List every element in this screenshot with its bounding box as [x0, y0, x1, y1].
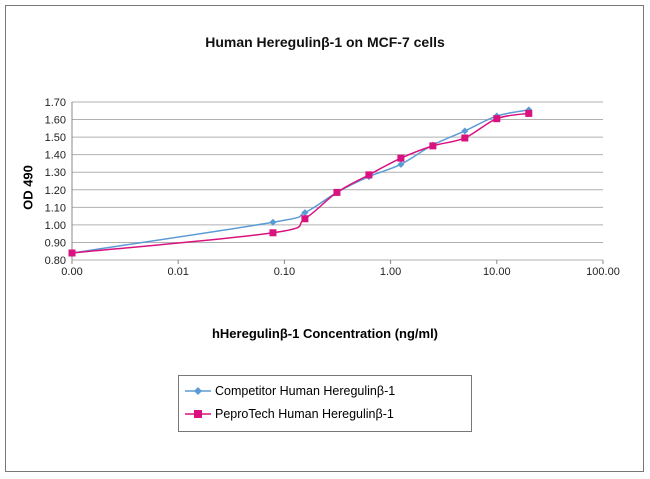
data-point-square — [333, 188, 341, 196]
x-tick-label: 0.01 — [167, 266, 188, 278]
legend-item-competitor: Competitor Human Heregulinβ-1 — [185, 384, 395, 398]
data-point-square — [301, 215, 309, 223]
chart-border — [5, 5, 644, 472]
x-tick-label: 0.10 — [274, 266, 295, 278]
data-point-diamond — [397, 160, 405, 168]
legend-label: Competitor Human Heregulinβ-1 — [215, 384, 396, 398]
legend-label: PeproTech Human Heregulinβ-1 — [215, 407, 394, 421]
data-point-diamond — [301, 209, 309, 217]
series-line-0 — [71, 109, 529, 254]
x-tick-label: 100.00 — [586, 266, 620, 278]
data-point-square — [397, 154, 405, 162]
y-tick-label: 1.20 — [45, 185, 66, 197]
x-tick-label: 0.00 — [61, 266, 82, 278]
y-tick-label: 1.00 — [45, 220, 66, 232]
y-tick-label: 1.60 — [45, 115, 66, 127]
y-tick-label: 0.80 — [45, 255, 66, 267]
y-tick-label: 1.40 — [45, 150, 66, 162]
data-point-square — [365, 171, 373, 179]
legend-item-peprotech: PeproTech Human Heregulinβ-1 — [185, 407, 394, 421]
data-point-square — [493, 115, 501, 123]
chart-title: Human Heregulinβ-1 on MCF-7 cells — [205, 34, 445, 50]
x-axis-label: hHeregulinβ-1 Concentration (ng/ml) — [211, 326, 439, 341]
data-point-square — [68, 249, 76, 257]
data-point-square — [525, 109, 533, 117]
legend: Competitor Human Heregulinβ-1 PeproTech … — [178, 375, 472, 432]
data-point-square — [269, 229, 277, 237]
y-tick-label: 1.10 — [45, 202, 66, 214]
y-tick-label: 0.90 — [45, 237, 66, 249]
data-point-diamond — [461, 127, 469, 135]
data-point-square — [461, 134, 469, 142]
legend-marker-diamond — [185, 387, 211, 395]
legend-marker-square — [185, 410, 211, 418]
y-tick-label: 1.70 — [45, 97, 66, 109]
x-tick-label: 1.00 — [380, 266, 401, 278]
y-tick-label: 1.30 — [45, 167, 66, 179]
y-tick-label: 1.50 — [45, 132, 66, 144]
series-line-1 — [71, 112, 529, 254]
data-point-diamond — [269, 218, 277, 226]
data-point-square — [429, 142, 437, 150]
x-tick-label: 10.00 — [483, 266, 511, 278]
